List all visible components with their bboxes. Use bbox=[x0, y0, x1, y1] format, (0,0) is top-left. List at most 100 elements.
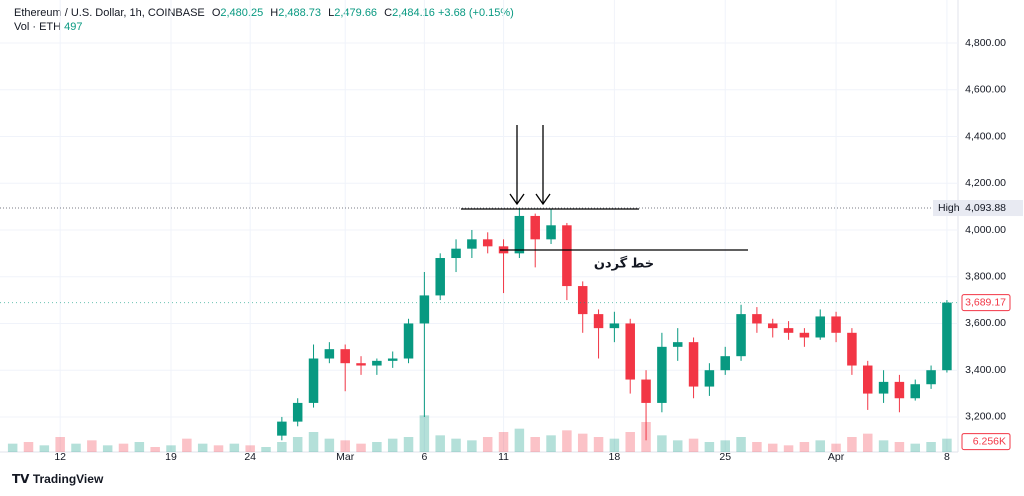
plot-area bbox=[0, 0, 958, 452]
candle-body bbox=[546, 225, 556, 240]
arrow-head bbox=[509, 193, 525, 206]
volume-bar bbox=[102, 445, 113, 452]
last-price-tag bbox=[961, 294, 1011, 312]
volume-bar bbox=[39, 445, 50, 452]
volume-bar bbox=[150, 447, 160, 452]
high-value: 4,093.88 bbox=[965, 202, 1006, 214]
volume-bar bbox=[197, 443, 208, 452]
volume-bar bbox=[166, 445, 176, 452]
ohlc-value: 2,488.73 bbox=[278, 7, 322, 19]
volume-bar bbox=[847, 437, 857, 452]
volume-bar bbox=[277, 442, 287, 452]
candle-body bbox=[277, 421, 287, 436]
candle-body bbox=[767, 323, 778, 329]
neckline-label: خط گردن bbox=[594, 255, 654, 270]
volume-bar bbox=[815, 440, 825, 452]
candle-body bbox=[847, 332, 857, 366]
ohlc-key: L bbox=[328, 7, 335, 19]
logo: 𝗧𝗩 TradingView bbox=[12, 472, 104, 486]
volume-bar bbox=[118, 443, 129, 452]
volume-bar bbox=[862, 433, 873, 452]
candle-body bbox=[308, 358, 319, 403]
chart-header: Ethereum / U.S. Dollar, 1h, COINBASE O2,… bbox=[14, 6, 514, 34]
x-tick-label: 19 bbox=[165, 451, 177, 463]
chart: خط گردن 3,200.00 3,400.00 3,600.00 3,800.00… bbox=[0, 0, 1023, 463]
volume-bar bbox=[577, 433, 588, 452]
candle-body bbox=[672, 342, 683, 347]
volume-bar bbox=[704, 442, 715, 452]
candle-body bbox=[799, 332, 810, 338]
high-tag bbox=[933, 200, 1023, 217]
x-tick-label: 11 bbox=[498, 451, 509, 463]
candle-body bbox=[403, 323, 414, 359]
volume-bar bbox=[720, 440, 730, 452]
volume-bar bbox=[878, 440, 889, 452]
volume-bar bbox=[55, 437, 65, 452]
volume-bar bbox=[435, 435, 445, 452]
volume-bar bbox=[942, 438, 952, 452]
candle-body bbox=[831, 316, 841, 333]
candle-body bbox=[435, 258, 445, 296]
volume-bar bbox=[672, 440, 683, 452]
y-tick-label: 4,800.00 bbox=[965, 37, 1006, 49]
ohlc-key: O bbox=[211, 7, 221, 19]
y-tick-label: 4,600.00 bbox=[965, 84, 1006, 96]
volume-bar bbox=[657, 435, 667, 452]
candle-body bbox=[530, 215, 540, 240]
ohlc-key: H bbox=[270, 7, 279, 19]
volume-bar bbox=[245, 445, 255, 452]
candle-body bbox=[514, 215, 525, 254]
x-tick-label: 12 bbox=[54, 451, 66, 463]
y-tick-label: 4,200.00 bbox=[965, 177, 1006, 189]
volume-bar bbox=[831, 443, 841, 452]
arrow-head bbox=[535, 193, 551, 206]
volume-bar bbox=[482, 437, 493, 452]
y-tick-label: 3,200.00 bbox=[965, 411, 1006, 423]
candle-body bbox=[387, 358, 398, 361]
volume-bar bbox=[467, 440, 477, 452]
candle-body bbox=[688, 342, 699, 387]
volume-bar bbox=[134, 442, 145, 452]
candle-body bbox=[641, 379, 651, 403]
volume-bar bbox=[229, 443, 240, 452]
candle-body bbox=[562, 225, 572, 287]
candle-body bbox=[736, 314, 746, 357]
volume-bar bbox=[403, 437, 414, 452]
x-tick-label: 18 bbox=[609, 451, 621, 463]
x-tick-label: Mar bbox=[336, 451, 355, 463]
volume-bar bbox=[419, 415, 430, 452]
x-tick-label: Apr bbox=[828, 451, 845, 463]
volume-bar bbox=[324, 438, 335, 452]
y-tick-label: 3,800.00 bbox=[965, 270, 1006, 282]
x-tick-label: 24 bbox=[244, 451, 256, 463]
volume-tag bbox=[961, 433, 1011, 451]
volume-bar bbox=[752, 442, 762, 452]
volume-bar bbox=[308, 432, 319, 452]
y-tick-label: 3,600.00 bbox=[965, 317, 1006, 329]
candle-body bbox=[783, 328, 794, 333]
volume-bar bbox=[387, 438, 398, 452]
volume-bar bbox=[514, 428, 525, 452]
volume-bar bbox=[530, 437, 540, 452]
ohlc-key: C bbox=[384, 7, 393, 19]
candle-body bbox=[704, 370, 715, 387]
volume-bar bbox=[926, 442, 936, 452]
volume-bar bbox=[546, 435, 556, 452]
candle-body bbox=[324, 349, 335, 359]
candle-body bbox=[625, 323, 635, 380]
volume-bar bbox=[688, 438, 699, 452]
y-tick-label: 4,000.00 bbox=[965, 224, 1006, 236]
candle-body bbox=[451, 248, 461, 259]
candle-body bbox=[609, 323, 620, 329]
candle-body bbox=[910, 384, 920, 399]
candle-body bbox=[593, 314, 604, 329]
candle-body bbox=[419, 295, 430, 324]
volume-bar bbox=[609, 438, 620, 452]
volume-bar bbox=[625, 432, 635, 452]
x-tick-label: 8 bbox=[944, 451, 950, 463]
volume-bar bbox=[799, 442, 810, 452]
x-tick-label: 6 bbox=[421, 451, 427, 463]
volume-bar bbox=[736, 437, 746, 452]
candle-body bbox=[752, 314, 762, 324]
